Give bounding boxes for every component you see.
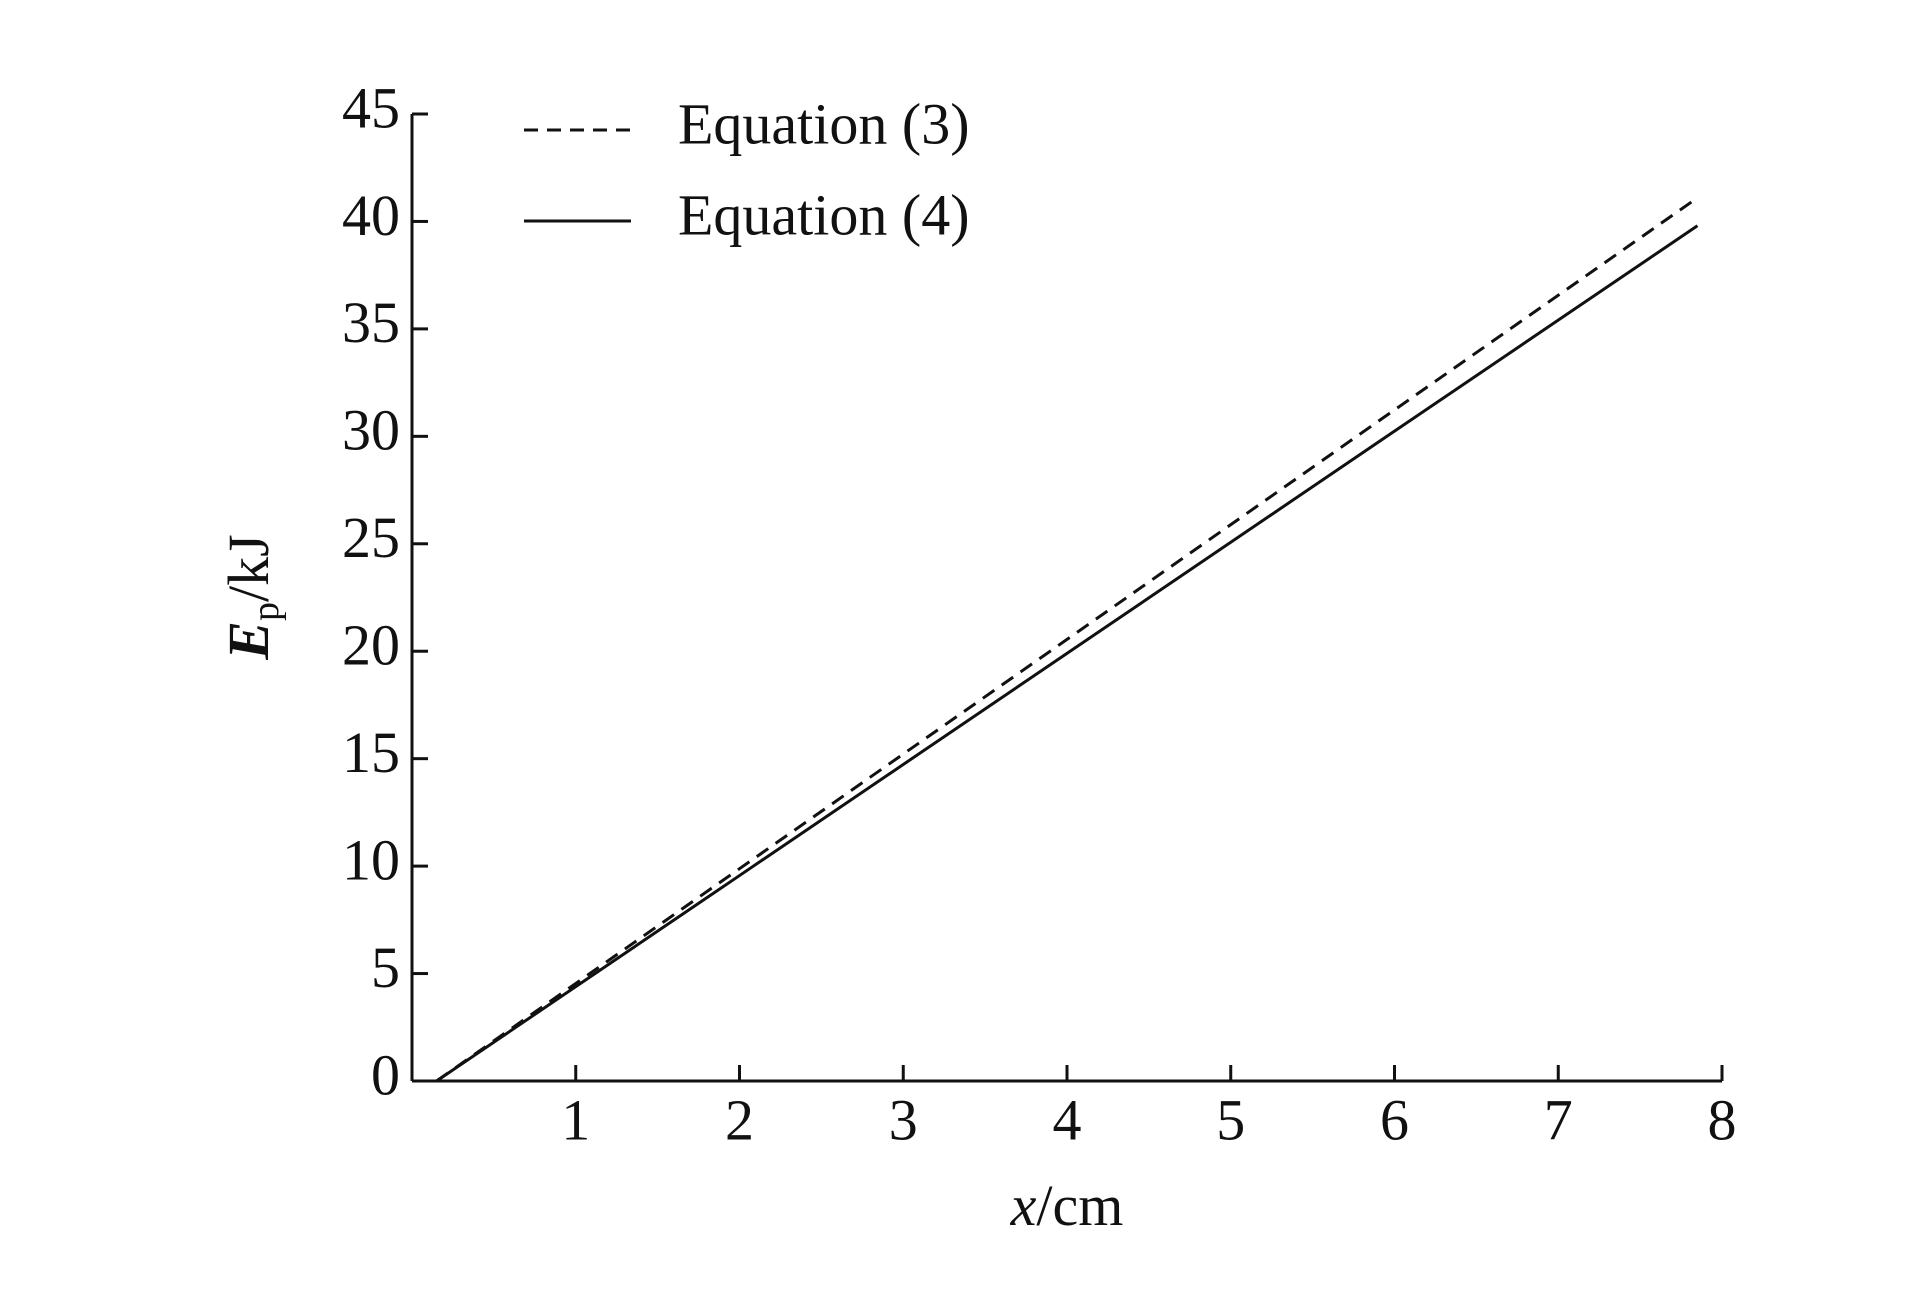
y-label-subscript: p — [245, 602, 287, 621]
x-tick-label: 4 — [1053, 1087, 1082, 1152]
y-tick-label: 0 — [371, 1042, 400, 1107]
y-tick-label: 30 — [342, 398, 400, 463]
x-tick-label: 5 — [1216, 1087, 1245, 1152]
series-line — [435, 224, 1699, 1083]
x-label-symbol: x — [1010, 1173, 1037, 1238]
x-tick-label: 8 — [1708, 1087, 1737, 1152]
y-tick-label: 25 — [342, 505, 400, 570]
y-label-unit: /kJ — [216, 534, 281, 602]
y-tick-label: 20 — [342, 613, 400, 678]
legend-label: Equation (4) — [678, 182, 970, 247]
y-tick-label: 5 — [371, 935, 400, 1000]
y-tick-label: 45 — [342, 75, 400, 140]
x-tick-label: 2 — [725, 1087, 754, 1152]
x-tick-label: 6 — [1380, 1087, 1409, 1152]
y-tick-label: 35 — [342, 290, 400, 355]
x-tick-label: 7 — [1544, 1087, 1573, 1152]
y-label-symbol: E — [216, 621, 281, 661]
y-tick-label: 10 — [342, 827, 400, 892]
x-axis-label: x/cm — [1010, 1173, 1124, 1238]
legend-label: Equation (3) — [678, 91, 970, 156]
x-tick-label: 3 — [889, 1087, 918, 1152]
y-tick-label: 40 — [342, 183, 400, 248]
x-tick-label: 1 — [561, 1087, 590, 1152]
series-line — [435, 196, 1699, 1083]
x-label-unit: /cm — [1036, 1173, 1123, 1238]
y-tick-label: 15 — [342, 720, 400, 785]
y-axis-label: Ep/kJ — [216, 534, 286, 660]
